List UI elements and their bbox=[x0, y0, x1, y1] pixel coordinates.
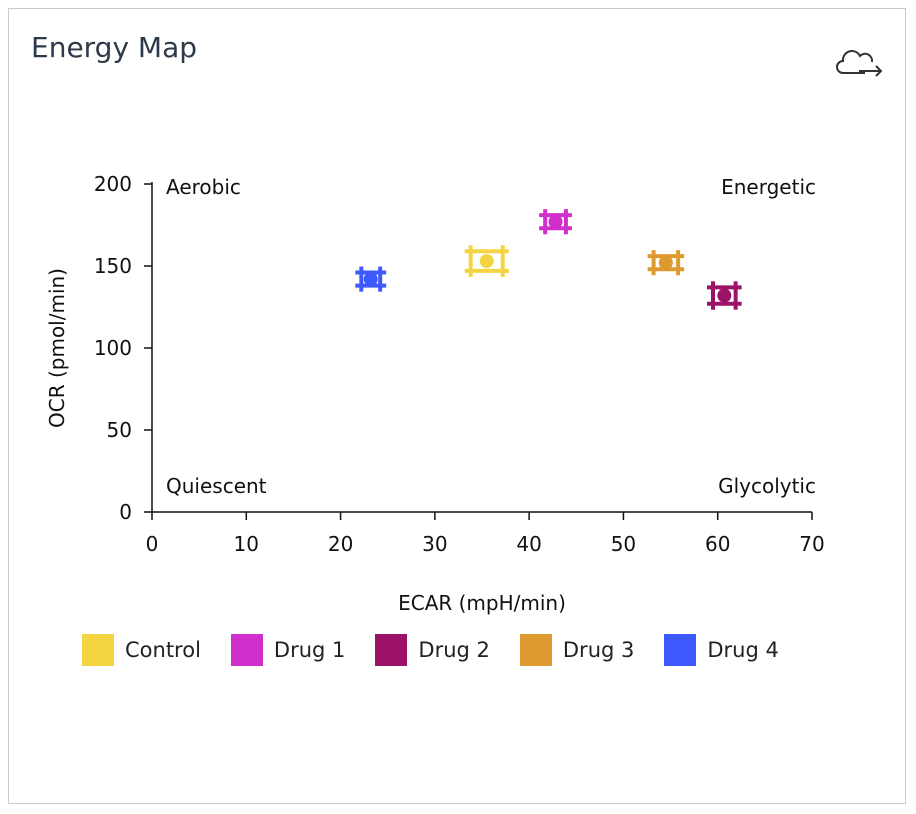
y-tick-label: 50 bbox=[107, 418, 132, 442]
energy-map-card: Energy Map bbox=[8, 8, 906, 804]
card-title: Energy Map bbox=[31, 31, 198, 64]
quadrant-label-quiescent: Quiescent bbox=[166, 474, 267, 498]
legend-swatch bbox=[82, 634, 114, 666]
data-point-drug-4 bbox=[363, 272, 378, 287]
legend-item-control[interactable]: Control bbox=[82, 634, 201, 666]
y-tick-label: 0 bbox=[119, 500, 132, 524]
data-point-drug-2 bbox=[717, 288, 732, 303]
x-tick-label: 20 bbox=[328, 532, 353, 556]
quadrant-label-energetic: Energetic bbox=[721, 175, 816, 199]
y-tick-label: 150 bbox=[94, 254, 132, 278]
data-point-control bbox=[479, 254, 494, 269]
legend-swatch bbox=[519, 634, 552, 666]
legend-item-drug-3[interactable]: Drug 3 bbox=[519, 634, 635, 666]
x-tick-label: 30 bbox=[422, 532, 447, 556]
quadrant-label-glycolytic: Glycolytic bbox=[718, 474, 816, 498]
data-point-drug-3 bbox=[658, 255, 673, 270]
y-tick-label: 200 bbox=[94, 172, 132, 196]
legend-label: Drug 4 bbox=[707, 638, 779, 662]
y-axis-label: OCR (pmol/min) bbox=[45, 268, 69, 428]
legend-label: Drug 1 bbox=[273, 638, 346, 662]
legend-label: Drug 2 bbox=[418, 638, 490, 662]
legend-swatch bbox=[230, 634, 263, 666]
quadrant-label-aerobic: Aerobic bbox=[166, 175, 241, 199]
x-tick-label: 0 bbox=[146, 532, 159, 556]
legend-label: Control bbox=[125, 638, 201, 662]
cloud-export-icon[interactable] bbox=[835, 47, 887, 81]
x-axis-label: ECAR (mpH/min) bbox=[398, 591, 566, 615]
legend-item-drug-1[interactable]: Drug 1 bbox=[230, 634, 346, 666]
legend-swatch bbox=[664, 634, 697, 666]
x-tick-label: 40 bbox=[516, 532, 541, 556]
x-tick-label: 60 bbox=[705, 532, 730, 556]
legend-label: Drug 3 bbox=[562, 638, 635, 662]
legend-swatch bbox=[375, 634, 408, 666]
x-tick-label: 70 bbox=[799, 532, 824, 556]
legend-item-drug-2[interactable]: Drug 2 bbox=[375, 634, 490, 666]
chart-legend: Control Drug 1 Drug 2 Drug 3 Drug 4 bbox=[82, 634, 809, 666]
data-point-drug-1 bbox=[548, 214, 563, 229]
x-tick-label: 10 bbox=[234, 532, 259, 556]
y-tick-label: 100 bbox=[94, 336, 132, 360]
legend-item-drug-4[interactable]: Drug 4 bbox=[664, 634, 779, 666]
x-tick-label: 50 bbox=[611, 532, 636, 556]
